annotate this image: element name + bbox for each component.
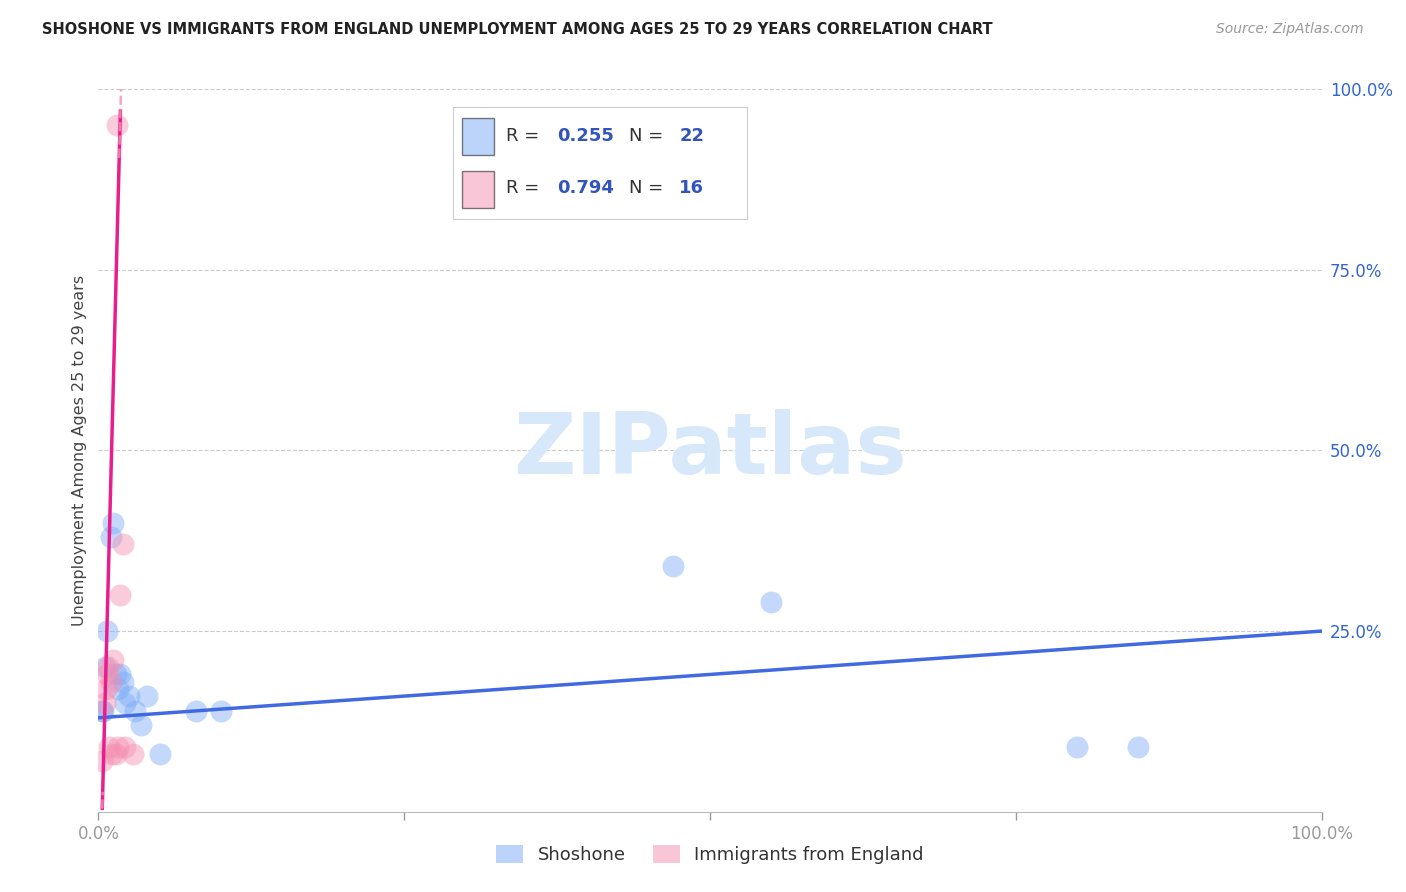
Point	[110, 588, 132, 602]
Point	[186, 704, 208, 718]
Point	[100, 530, 122, 544]
Point	[1128, 739, 1150, 754]
Y-axis label: Unemployment Among Ages 25 to 29 years: Unemployment Among Ages 25 to 29 years	[72, 275, 87, 626]
Point	[104, 667, 127, 681]
Point	[94, 681, 117, 696]
Point	[100, 674, 122, 689]
Point	[114, 739, 136, 754]
Point	[111, 674, 134, 689]
Point	[114, 696, 136, 710]
Legend: Shoshone, Immigrants from England: Shoshone, Immigrants from England	[489, 838, 931, 871]
Point	[91, 754, 114, 768]
Point	[96, 624, 118, 639]
Point	[101, 747, 124, 761]
Point	[761, 595, 783, 609]
Point	[101, 653, 124, 667]
Point	[121, 747, 143, 761]
Text: N =: N =	[630, 128, 669, 145]
Point	[104, 747, 127, 761]
Text: SHOSHONE VS IMMIGRANTS FROM ENGLAND UNEMPLOYMENT AMONG AGES 25 TO 29 YEARS CORRE: SHOSHONE VS IMMIGRANTS FROM ENGLAND UNEM…	[42, 22, 993, 37]
Point	[118, 689, 141, 703]
Point	[110, 667, 132, 681]
Text: ZIPatlas: ZIPatlas	[513, 409, 907, 492]
Text: 0.794: 0.794	[557, 179, 614, 197]
Point	[101, 516, 124, 530]
Text: R =: R =	[506, 128, 546, 145]
Point	[98, 739, 121, 754]
Point	[105, 118, 128, 132]
Text: 22: 22	[679, 128, 704, 145]
Point	[111, 537, 134, 551]
Point	[97, 660, 120, 674]
Point	[1066, 739, 1088, 754]
FancyBboxPatch shape	[463, 119, 495, 155]
Point	[91, 704, 114, 718]
Point	[209, 704, 232, 718]
Point	[107, 739, 129, 754]
Point	[93, 660, 115, 674]
FancyBboxPatch shape	[463, 171, 495, 208]
Point	[136, 689, 159, 703]
Point	[93, 696, 115, 710]
Point	[96, 667, 118, 681]
Point	[107, 681, 129, 696]
Text: R =: R =	[506, 179, 546, 197]
Point	[129, 718, 152, 732]
Point	[124, 704, 146, 718]
Point	[662, 559, 685, 574]
Point	[149, 747, 172, 761]
Text: N =: N =	[630, 179, 669, 197]
Text: Source: ZipAtlas.com: Source: ZipAtlas.com	[1216, 22, 1364, 37]
Text: 16: 16	[679, 179, 704, 197]
Point	[91, 704, 114, 718]
Text: 0.255: 0.255	[557, 128, 614, 145]
